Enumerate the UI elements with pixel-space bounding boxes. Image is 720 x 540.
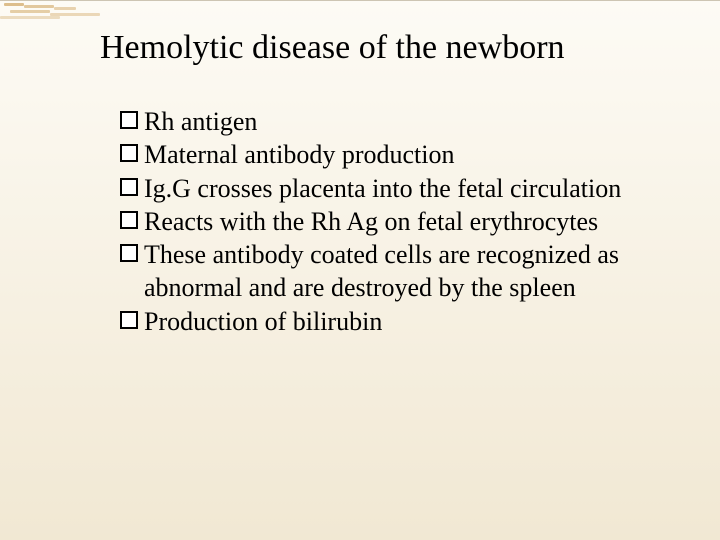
corner-decoration	[0, 1, 140, 21]
checkbox-icon	[120, 244, 138, 262]
checkbox-icon	[120, 111, 138, 129]
decoration-stroke	[4, 3, 24, 6]
bullet-text: Reacts with the Rh Ag on fetal erythrocy…	[144, 205, 640, 238]
bullet-text: Rh antigen	[144, 105, 640, 138]
bullet-text: Production of bilirubin	[144, 305, 640, 338]
bullet-item: Production of bilirubin	[120, 305, 640, 338]
bullet-item: Ig.G crosses placenta into the fetal cir…	[120, 172, 640, 205]
decoration-stroke	[54, 7, 76, 10]
slide-title: Hemolytic disease of the newborn	[100, 29, 700, 67]
decoration-stroke	[24, 5, 54, 8]
checkbox-icon	[120, 144, 138, 162]
slide: Hemolytic disease of the newborn Rh anti…	[0, 0, 720, 540]
bullet-text: Ig.G crosses placenta into the fetal cir…	[144, 172, 640, 205]
decoration-stroke	[10, 10, 50, 13]
bullet-item: Rh antigen	[120, 105, 640, 138]
checkbox-icon	[120, 178, 138, 196]
bullet-item: Maternal antibody production	[120, 138, 640, 171]
bullet-text: These antibody coated cells are recogniz…	[144, 238, 640, 305]
checkbox-icon	[120, 311, 138, 329]
bullet-text: Maternal antibody production	[144, 138, 640, 171]
bullet-item: These antibody coated cells are recogniz…	[120, 238, 640, 305]
bullet-item: Reacts with the Rh Ag on fetal erythrocy…	[120, 205, 640, 238]
slide-body: Rh antigenMaternal antibody productionIg…	[120, 105, 640, 338]
decoration-stroke	[0, 16, 60, 19]
checkbox-icon	[120, 211, 138, 229]
